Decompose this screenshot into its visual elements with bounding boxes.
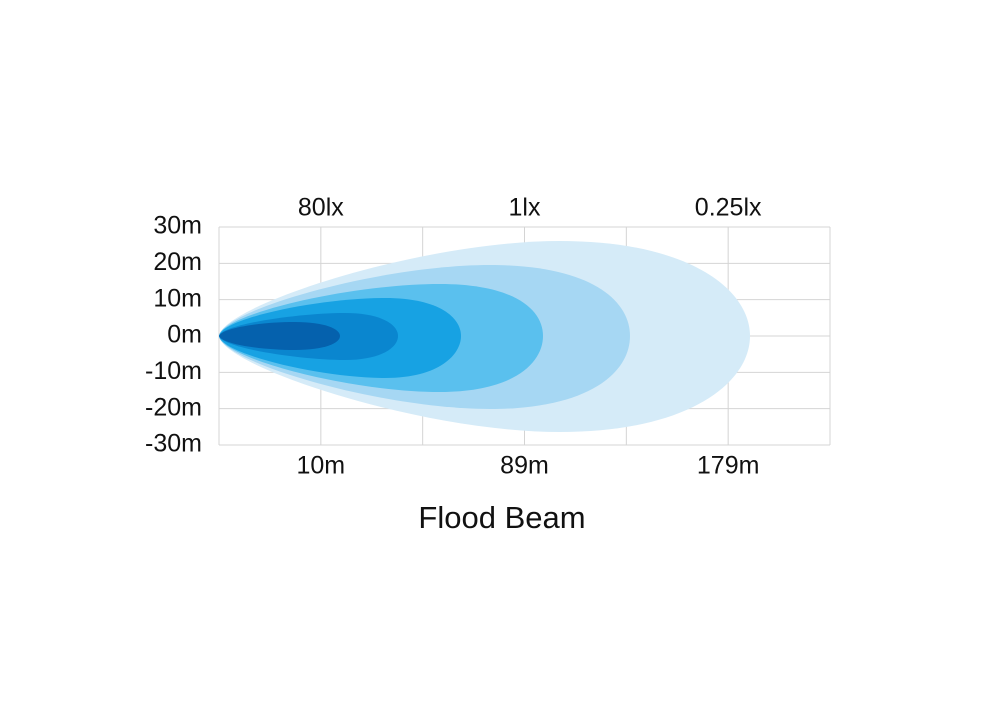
chart-title: Flood Beam [418,500,585,535]
y-tick-label: -10m [145,357,202,385]
illuminance-label: 80lx [298,194,344,222]
y-tick-label: -30m [145,430,202,458]
y-tick-label: 0m [167,321,202,349]
y-tick-label: -20m [145,393,202,421]
beam-pattern [219,241,750,432]
y-tick-label: 30m [153,212,202,240]
illuminance-label: 1lx [509,194,541,222]
x-tick-label: 179m [697,452,760,480]
y-tick-label: 10m [153,284,202,312]
x-tick-label: 10m [297,452,346,480]
x-tick-label: 89m [500,452,549,480]
contour [219,322,340,350]
y-tick-label: 20m [153,248,202,276]
illuminance-label: 0.25lx [695,194,762,222]
